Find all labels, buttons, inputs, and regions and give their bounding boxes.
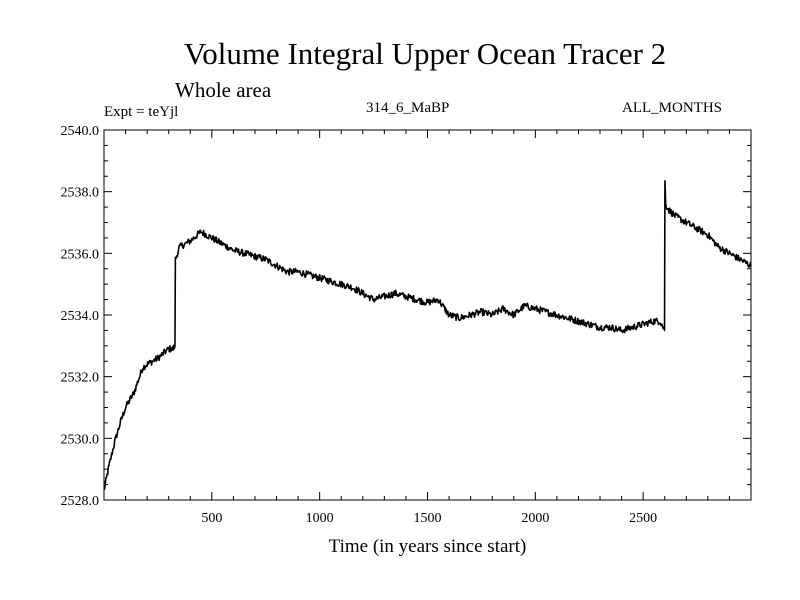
x-tick-label: 1000 [306,511,334,526]
x-axis: 500 1000 1500 2000 2500 [125,130,730,526]
y-tick-label: 2530.0 [61,432,100,447]
y-tick-label: 2532.0 [61,371,100,386]
x-tick-label: 2000 [521,511,549,526]
y-tick-label: 2528.0 [61,494,100,509]
x-axis-label: Time (in years since start) [328,536,527,557]
chart-title: Volume Integral Upper Ocean Tracer 2 [183,36,667,71]
months-label: ALL_MONTHS [622,100,722,116]
y-tick-label: 2534.0 [61,309,100,324]
x-tick-label: 2500 [629,511,657,526]
plot-frame [103,129,752,501]
series-line [103,180,752,491]
y-tick-label: 2540.0 [61,124,100,139]
x-tick-label: 500 [201,511,222,526]
chart-subtitle: Whole area [175,78,272,102]
y-tick-label: 2538.0 [61,186,100,201]
x-tick-label: 1500 [414,511,442,526]
y-tick-label: 2536.0 [61,247,100,262]
experiment-label: Expt = teYjl [104,104,179,120]
run-label: 314_6_MaBP [366,100,450,116]
y-axis: 2528.0 2530.0 2532.0 2534.0 2536.0 2538.0 2540… [61,124,751,509]
